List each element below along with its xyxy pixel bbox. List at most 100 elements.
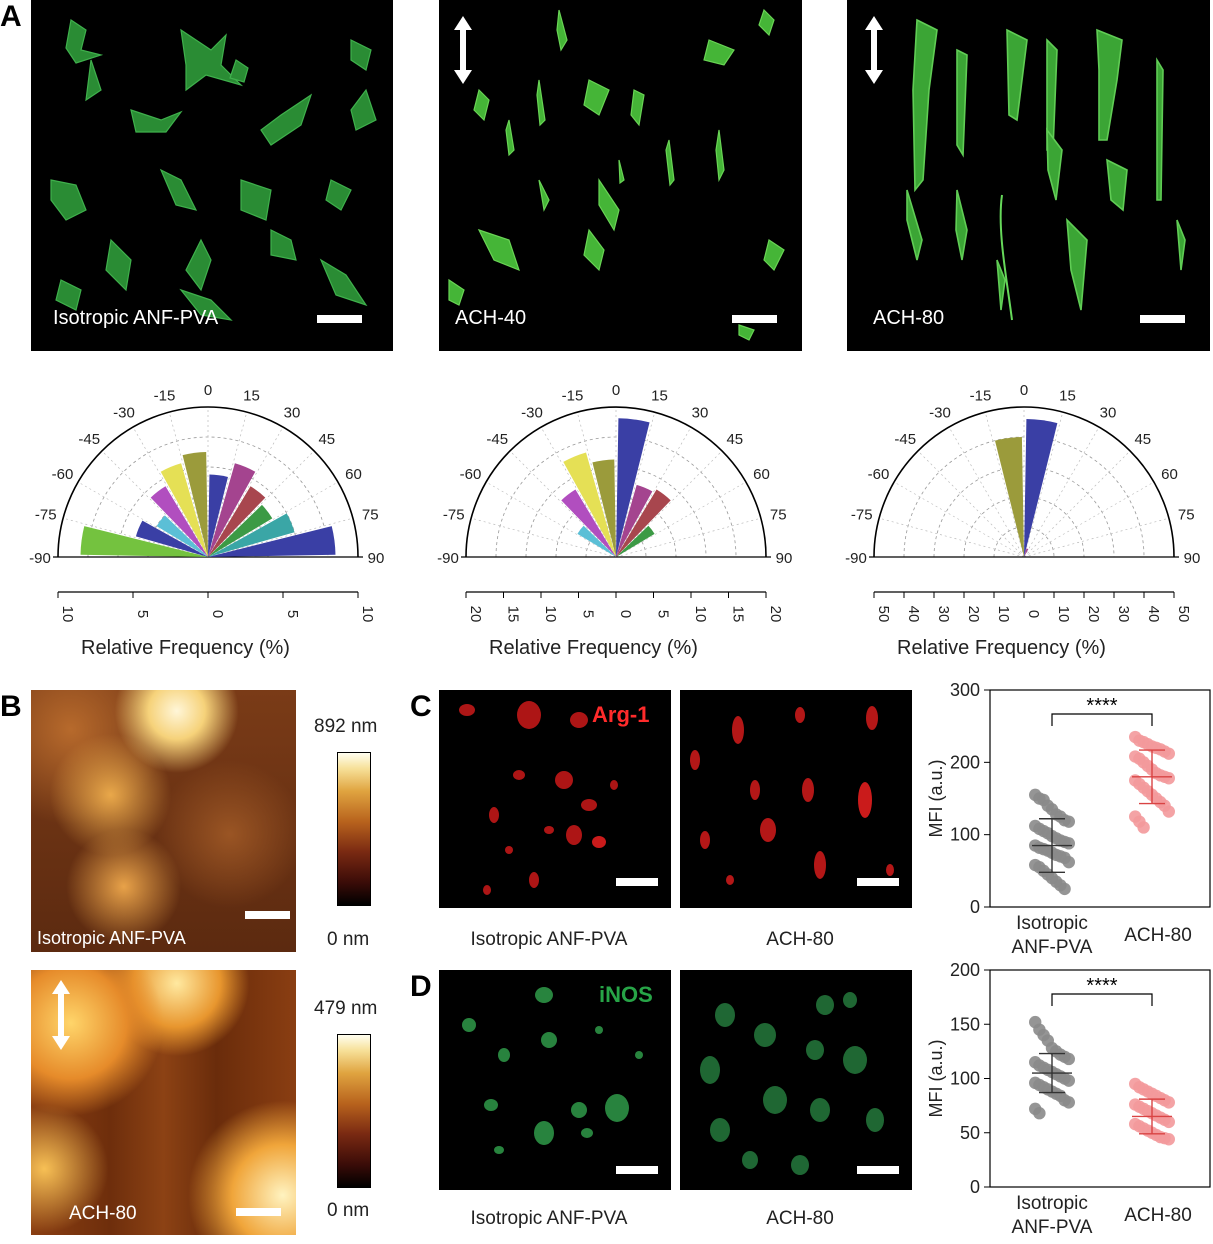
- rose-angle-label: -90: [845, 550, 867, 567]
- rose-x-tick-label: 10: [692, 606, 709, 623]
- rose-bar: [592, 459, 616, 557]
- rose-x-tick-label: 5: [580, 610, 597, 618]
- rose-angle-label: -45: [486, 431, 508, 448]
- caption-isotropic: Isotropic ANF-PVA: [470, 1208, 628, 1229]
- image-label: ACH-80: [873, 307, 945, 329]
- micrograph-isotropic: Isotropic ANF-PVA: [31, 0, 393, 351]
- rose-angle-label: 90: [776, 550, 793, 567]
- data-point: [1062, 1074, 1075, 1087]
- rose-angle-label: 60: [345, 466, 362, 483]
- rose-spoke: [948, 426, 1025, 558]
- rose-x-tick-label: 20: [1085, 606, 1102, 623]
- category-label: Isotropic ANF-PVA: [1012, 1193, 1093, 1238]
- rose-angle-label: 0: [204, 382, 212, 399]
- rose-angle-label: 15: [243, 388, 260, 405]
- rose-angle-label: -75: [35, 507, 57, 524]
- rose-spoke: [485, 481, 617, 558]
- scale-bar: [317, 315, 362, 323]
- fluor-inos-isotropic: iNOS: [439, 970, 671, 1190]
- data-point: [1062, 1096, 1075, 1109]
- rose-angle-label: -45: [894, 431, 916, 448]
- rose-bar: [561, 489, 616, 557]
- category-label: Isotropic ANF-PVA: [1012, 913, 1093, 958]
- rose-spoke: [132, 426, 209, 558]
- fluor-inos-ach80: [680, 970, 912, 1190]
- caption-isotropic: Isotropic ANF-PVA: [470, 929, 628, 950]
- scale-bar: [732, 315, 777, 323]
- rose-bar: [208, 474, 228, 557]
- rose-ring: [873, 406, 1175, 558]
- y-axis-label: MFI (a.u.): [926, 759, 946, 837]
- rose-bar: [208, 513, 295, 557]
- rose-angle-label: 45: [726, 431, 743, 448]
- colorbar-max: 892 nm: [314, 716, 378, 737]
- rose-bar: [1024, 548, 1029, 557]
- category-label: ACH-80: [1124, 1205, 1192, 1226]
- rose-angle-label: -30: [929, 405, 951, 422]
- rose-spoke: [207, 426, 284, 558]
- category-label-line: Isotropic: [1016, 913, 1088, 934]
- cells-inos-iso-svg: [462, 987, 643, 1154]
- rose-x-tick-label: 40: [1145, 606, 1162, 623]
- rose-x-tick-label: 20: [767, 606, 784, 623]
- stain-label: iNOS: [599, 982, 653, 1007]
- rose-angle-label: -60: [868, 466, 890, 483]
- rose-angle-label: 45: [1134, 431, 1151, 448]
- panel-letter-b: B: [0, 690, 22, 723]
- rose-bar: [1024, 419, 1058, 557]
- scale-bar: [245, 911, 290, 919]
- rose-angle-label: 45: [318, 431, 335, 448]
- rose-bar: [182, 452, 208, 557]
- mfi-scatter-c: 0 100 200 300 MFI (a.u.) **** Isotropic ANF-PVA…: [926, 680, 1211, 958]
- rose-bar: [208, 486, 266, 557]
- rose-spoke: [207, 481, 339, 558]
- rose-angle-label: -75: [443, 507, 465, 524]
- rose-x-tick-label: 15: [505, 606, 522, 623]
- rose-bar: [208, 504, 273, 557]
- data-point: [1062, 837, 1075, 850]
- category-label-line: ANF-PVA: [1012, 937, 1093, 958]
- category-label-line: ANF-PVA: [1012, 1217, 1093, 1238]
- rose-x-tick-label: 50: [1175, 606, 1192, 623]
- orientation-arrow-icon: [52, 980, 70, 1050]
- rose-xlabel: Relative Frequency (%): [489, 637, 698, 659]
- cells-ach40-svg: [448, 8, 785, 341]
- rose-spoke: [615, 426, 692, 558]
- rose-angle-label: -15: [562, 388, 584, 405]
- micrograph-ach40: ACH-40: [439, 0, 802, 351]
- rose-bar: [616, 525, 655, 557]
- rose-bar: [616, 489, 671, 557]
- significance-bracket: [1051, 993, 1153, 1006]
- significance-stars: ****: [1086, 695, 1117, 717]
- rose-bar: [156, 515, 208, 557]
- y-tick-label: 300: [950, 680, 980, 700]
- scale-bar: [616, 878, 658, 886]
- rose-spoke: [77, 481, 209, 558]
- panel-letter-a: A: [0, 0, 22, 33]
- rose-angle-label: 75: [362, 507, 379, 524]
- rose-ring: [993, 526, 1055, 558]
- rose-angle-label: -30: [521, 405, 543, 422]
- significance-bracket: [1051, 713, 1153, 726]
- image-label: ACH-40: [455, 307, 527, 329]
- fluor-arg1-isotropic: Arg-1: [439, 690, 671, 908]
- cells-arg1-iso-svg: [459, 701, 618, 895]
- rose-angle-label: 75: [1178, 507, 1195, 524]
- fluor-arg1-ach80: [680, 690, 912, 908]
- rose-x-tick-label: 10: [995, 606, 1012, 623]
- rose-bar: [563, 452, 616, 557]
- rose-bar: [80, 526, 208, 557]
- rose-angle-label: -90: [29, 550, 51, 567]
- afm-image-isotropic: Isotropic ANF-PVA: [31, 690, 296, 952]
- data-point: [1162, 772, 1175, 785]
- y-tick-label: 200: [950, 752, 980, 772]
- rose-bar: [616, 484, 653, 557]
- rose-angle-label: -45: [78, 431, 100, 448]
- afm-image-ach80: ACH-80: [31, 970, 296, 1235]
- rose-x-tick-label: 10: [542, 606, 559, 623]
- rose-spoke: [893, 481, 1025, 558]
- colorbar-min: 0 nm: [327, 1200, 370, 1221]
- y-tick-label: 50: [960, 1123, 980, 1143]
- scale-bar: [616, 1166, 658, 1174]
